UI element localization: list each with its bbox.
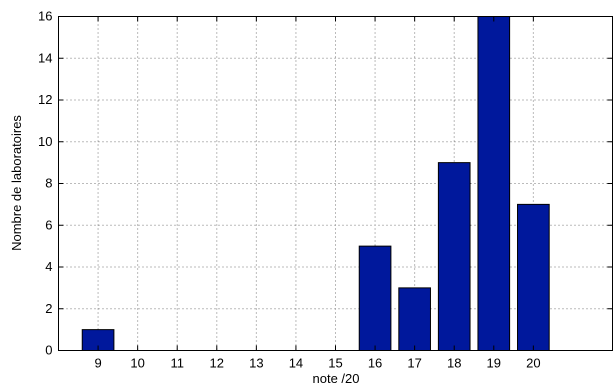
y-tick-label: 16 xyxy=(38,9,52,24)
x-tick-label: 20 xyxy=(526,356,540,371)
x-axis-ticks: 9 10 11 12 13 14 15 16 17 18 19 20 xyxy=(94,16,541,371)
bar-20 xyxy=(517,203,550,351)
x-axis-label: note /20 xyxy=(313,371,360,385)
y-axis-ticks: 0 2 4 6 8 10 12 14 16 xyxy=(38,9,613,358)
bar-19 xyxy=(477,16,511,351)
bars xyxy=(81,16,550,351)
x-tick-label: 13 xyxy=(249,356,263,371)
x-tick-label: 16 xyxy=(368,356,382,371)
bar-18 xyxy=(437,162,471,351)
x-tick-label: 17 xyxy=(407,356,421,371)
x-tick-label: 11 xyxy=(170,356,184,371)
bar-17 xyxy=(398,287,431,351)
y-tick-label: 4 xyxy=(45,259,52,274)
y-tick-label: 8 xyxy=(45,176,52,191)
y-tick-label: 2 xyxy=(45,301,52,316)
y-tick-label: 12 xyxy=(38,92,52,107)
x-tick-label: 15 xyxy=(328,356,342,371)
x-tick-label: 12 xyxy=(210,356,224,371)
x-tick-label: 10 xyxy=(130,356,144,371)
y-tick-label: 10 xyxy=(38,134,52,149)
y-axis-label: Nombre de laboratoires xyxy=(9,115,24,251)
bar-16 xyxy=(358,245,392,351)
gridlines xyxy=(58,16,613,351)
x-tick-label: 19 xyxy=(487,356,501,371)
y-tick-label: 14 xyxy=(38,50,52,65)
y-tick-label: 0 xyxy=(45,343,52,358)
y-tick-label: 6 xyxy=(45,217,52,232)
x-tick-label: 18 xyxy=(447,356,461,371)
x-tick-label: 14 xyxy=(289,356,303,371)
x-tick-label: 9 xyxy=(94,356,101,371)
